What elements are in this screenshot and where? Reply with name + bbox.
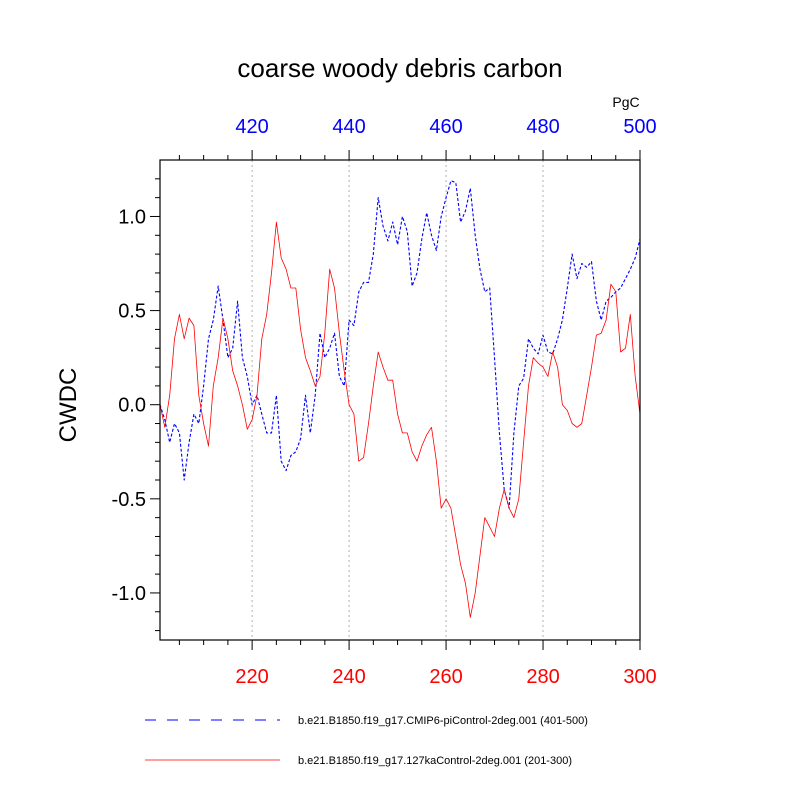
- legend-label: b.e21.B1850.f19_g17.CMIP6-piControl-2deg…: [298, 715, 588, 727]
- top-axis-tick-label: 500: [623, 116, 656, 138]
- legend: b.e21.B1850.f19_g17.CMIP6-piControl-2deg…: [145, 715, 588, 767]
- top-axis-tick-label: 420: [235, 116, 268, 138]
- y-axis-tick-label: -0.5: [112, 489, 146, 511]
- x-axis-tick-label: 260: [429, 666, 462, 688]
- y-axis-label: CWDC: [55, 368, 82, 443]
- plot-frame: [159, 159, 641, 641]
- series-line-solid: [159, 221, 641, 618]
- axis-layer: 220 240 260 280 300 420 440 460 480 500 1.0 0.5 0.0 -…: [112, 116, 657, 688]
- x-axis-tick-label: 240: [332, 666, 365, 688]
- y-axis-tick-label: 0.0: [118, 395, 146, 417]
- top-axis-tick-label: 460: [429, 116, 462, 138]
- top-axis-tick-label: 480: [526, 116, 559, 138]
- x-axis-tick-label: 220: [235, 666, 268, 688]
- top-axis-tick-label: 440: [332, 116, 365, 138]
- x-axis-tick-label: 280: [526, 666, 559, 688]
- x-axis-tick-label: 300: [623, 666, 656, 688]
- grid-layer: [251, 160, 544, 640]
- series-layer: [159, 180, 641, 618]
- y-axis-tick-label: 0.5: [118, 301, 146, 323]
- y-axis-tick-label: -1.0: [112, 583, 146, 605]
- units-label: PgC: [612, 94, 639, 110]
- legend-label: b.e21.B1850.f19_g17.127kaControl-2deg.00…: [298, 755, 572, 767]
- y-axis-tick-label: 1.0: [118, 206, 146, 228]
- series-line-dashed: [159, 180, 641, 509]
- chart-title: coarse woody debris carbon: [237, 53, 562, 83]
